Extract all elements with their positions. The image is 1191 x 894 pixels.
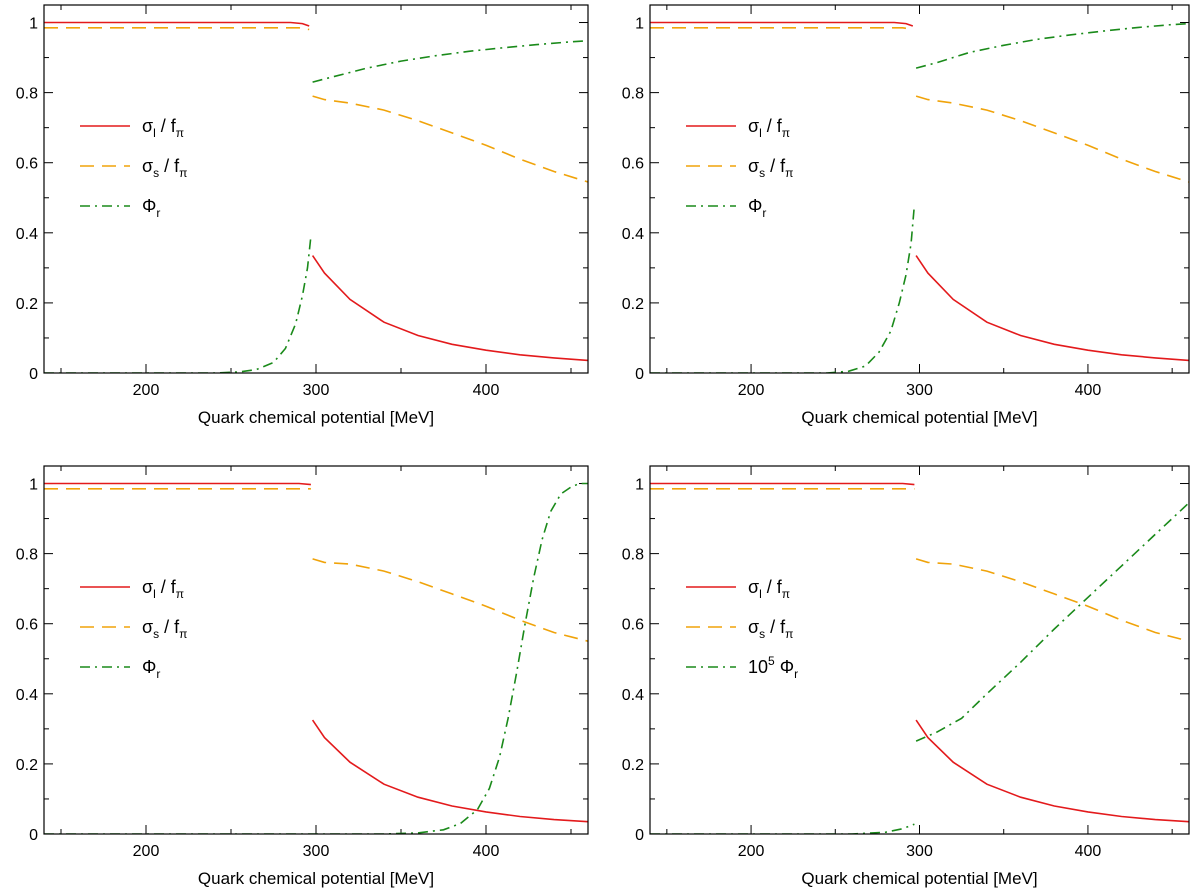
legend-entry-2: σs / fπ: [748, 156, 793, 180]
x-axis-title: Quark chemical potential [MeV]: [198, 869, 434, 888]
series-line-1-segment-1: [44, 484, 311, 485]
y-tick-label: 0.4: [16, 687, 38, 704]
y-tick-label: 0.4: [622, 687, 644, 704]
legend-entry-2: σs / fπ: [142, 156, 187, 180]
series-line-1-segment-2: [916, 256, 1189, 361]
x-axis-title: Quark chemical potential [MeV]: [801, 869, 1037, 888]
series-line-3-segment-2: [916, 24, 1189, 69]
legend-entry-1: σl / fπ: [142, 577, 184, 601]
series-line-3-segment-2: [916, 503, 1189, 741]
y-tick-label: 0.2: [16, 296, 38, 313]
legend-entry-1: σl / fπ: [142, 116, 184, 140]
series-line-2-segment-2: [313, 96, 588, 182]
chart-panel-4: 200 300 400 0 0.2 0.4 0.6 0.8 1 Quark chemical po…: [622, 466, 1189, 888]
x-tick-label: 300: [906, 382, 933, 399]
y-tick-label: 0.6: [16, 617, 38, 634]
series-line-2-segment-1: [44, 28, 309, 30]
plot-frame: [44, 5, 588, 373]
x-tick-label: 200: [738, 843, 765, 860]
x-tick-label: 200: [738, 382, 765, 399]
legend: σl / fπ σs / fπ Φr: [80, 116, 187, 220]
x-tick-label: 300: [303, 843, 330, 860]
x-tick-label: 400: [473, 843, 500, 860]
series-line-1-segment-1: [650, 484, 914, 485]
y-tick-label: 0.2: [16, 757, 38, 774]
chart-panel-2: 200 300 400 0 0.2 0.4 0.6 0.8 1 Quark chemical po…: [622, 5, 1189, 427]
legend-entry-1: σl / fπ: [748, 577, 790, 601]
series-line-2-segment-2: [313, 559, 588, 641]
chart-panel-3: 200 300 400 0 0.2 0.4 0.6 0.8 1 Quark chemical po…: [16, 466, 588, 888]
legend-entry-3: Φr: [748, 196, 766, 220]
series-line-2-segment-2: [916, 96, 1189, 182]
series-line-1-segment-2: [313, 720, 588, 822]
y-tick-label: 0.2: [622, 757, 644, 774]
legend-entry-3: 105 Φr: [748, 654, 798, 681]
plot-frame: [44, 466, 588, 834]
y-tick-label: 0.8: [622, 86, 644, 103]
y-tick-label: 0.4: [622, 226, 644, 243]
legend-entry-2: σs / fπ: [748, 617, 793, 641]
y-tick-label: 0.8: [622, 547, 644, 564]
legend-entry-1: σl / fπ: [748, 116, 790, 140]
legend-entry-2: σs / fπ: [142, 617, 187, 641]
y-tick-label: 0: [635, 827, 644, 844]
series-line-2-segment-1: [650, 28, 913, 30]
y-tick-label: 0.8: [16, 86, 38, 103]
y-tick-label: 0: [635, 366, 644, 383]
y-tick-label: 0: [29, 827, 38, 844]
series-line-2-segment-2: [916, 559, 1189, 641]
chart-panel-1: 200 300 400 0 0.2 0.4 0.6 0.8 1 Quark chemical po…: [16, 5, 588, 427]
y-tick-label: 0: [29, 366, 38, 383]
series-line-1-segment-2: [313, 256, 588, 361]
series-line-1-segment-2: [916, 720, 1189, 822]
y-tick-label: 1: [635, 477, 644, 494]
series-line-3-segment-1: [44, 236, 311, 373]
x-tick-label: 200: [133, 843, 160, 860]
y-tick-label: 1: [635, 16, 644, 33]
y-tick-label: 0.6: [16, 156, 38, 173]
series-line-1-segment-1: [650, 23, 913, 27]
x-tick-label: 400: [473, 382, 500, 399]
legend-entry-3: Φr: [142, 196, 160, 220]
x-tick-label: 400: [1075, 843, 1102, 860]
series-line-3-segment-1: [44, 484, 588, 835]
legend: σl / fπ σs / fπ Φr: [686, 116, 793, 220]
plot-frame: [650, 466, 1189, 834]
y-tick-label: 0.6: [622, 156, 644, 173]
y-tick-label: 1: [29, 477, 38, 494]
y-tick-label: 0.4: [16, 226, 38, 243]
legend: σl / fπ σs / fπ Φr: [80, 577, 187, 681]
x-tick-label: 300: [906, 843, 933, 860]
y-tick-label: 0.8: [16, 547, 38, 564]
x-tick-label: 200: [133, 382, 160, 399]
y-tick-label: 1: [29, 16, 38, 33]
series-line-3-segment-1: [650, 824, 914, 834]
series-line-3-segment-1: [650, 205, 914, 373]
x-tick-label: 400: [1075, 382, 1102, 399]
y-tick-label: 0.2: [622, 296, 644, 313]
x-axis-title: Quark chemical potential [MeV]: [801, 408, 1037, 427]
legend: σl / fπ σs / fπ 105 Φr: [686, 577, 798, 681]
series-line-1-segment-1: [44, 23, 309, 27]
legend-entry-3: Φr: [142, 657, 160, 681]
y-tick-label: 0.6: [622, 617, 644, 634]
x-tick-label: 300: [303, 382, 330, 399]
series-line-3-segment-2: [313, 41, 588, 82]
x-axis-title: Quark chemical potential [MeV]: [198, 408, 434, 427]
plot-frame: [650, 5, 1189, 373]
